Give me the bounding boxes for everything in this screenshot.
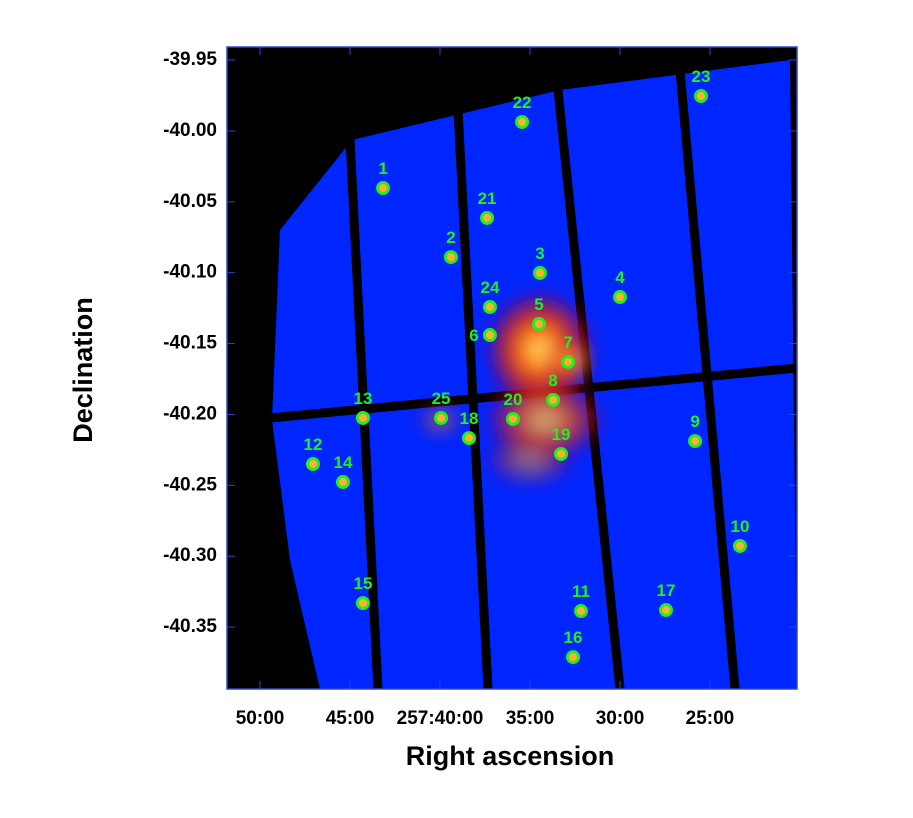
y-tick-label: -40.30 bbox=[163, 545, 217, 566]
source-label: 17 bbox=[657, 581, 676, 600]
source-label: 15 bbox=[354, 574, 373, 593]
source-marker bbox=[515, 114, 530, 129]
source-marker bbox=[561, 354, 576, 369]
source-label: 8 bbox=[548, 371, 557, 390]
y-tick-label: -40.10 bbox=[163, 262, 217, 283]
source-label: 18 bbox=[460, 409, 479, 428]
source-marker bbox=[532, 265, 547, 280]
x-tick-label: 30:00 bbox=[596, 708, 645, 729]
source-label: 11 bbox=[572, 582, 590, 601]
x-axis-label: Right ascension bbox=[406, 741, 615, 771]
source-marker bbox=[305, 457, 320, 472]
sky-image bbox=[227, 47, 797, 689]
source-label: 2 bbox=[446, 228, 455, 247]
source-marker bbox=[462, 431, 477, 446]
y-tick-label: -40.20 bbox=[163, 403, 217, 424]
source-label: 24 bbox=[481, 278, 500, 297]
source-marker bbox=[505, 411, 520, 426]
source-label: 9 bbox=[690, 412, 699, 431]
source-marker bbox=[659, 603, 674, 618]
source-marker bbox=[443, 250, 458, 265]
source-marker bbox=[566, 650, 581, 665]
source-marker bbox=[693, 89, 708, 104]
y-tick-label: -40.25 bbox=[163, 474, 217, 495]
source-label: 23 bbox=[692, 67, 711, 86]
source-label: 1 bbox=[378, 159, 387, 178]
source-marker bbox=[355, 596, 370, 611]
source-marker bbox=[612, 290, 627, 305]
source-marker bbox=[355, 410, 370, 425]
source-label: 20 bbox=[504, 390, 523, 409]
source-marker bbox=[554, 446, 569, 461]
source-label: 12 bbox=[304, 435, 323, 454]
source-label: 3 bbox=[535, 244, 544, 263]
source-label: 13 bbox=[354, 389, 373, 408]
source-marker bbox=[546, 392, 561, 407]
source-label: 19 bbox=[552, 425, 571, 444]
source-marker bbox=[482, 299, 497, 314]
x-tick-label: 45:00 bbox=[326, 708, 375, 729]
x-tick-label: 50:00 bbox=[236, 708, 285, 729]
source-marker bbox=[482, 328, 497, 343]
y-tick-label: -40.00 bbox=[163, 120, 217, 141]
source-marker bbox=[335, 475, 350, 490]
x-tick-label: 25:00 bbox=[686, 708, 735, 729]
source-label: 16 bbox=[564, 628, 583, 647]
y-tick-label: -40.05 bbox=[163, 191, 217, 212]
x-tick-label: 35:00 bbox=[506, 708, 555, 729]
source-label: 6 bbox=[469, 326, 478, 345]
source-label: 14 bbox=[334, 453, 353, 472]
plot-frame bbox=[226, 46, 798, 690]
source-label: 5 bbox=[534, 295, 543, 314]
source-marker bbox=[376, 181, 391, 196]
y-tick-label: -40.35 bbox=[163, 616, 217, 637]
source-marker bbox=[732, 538, 747, 553]
source-marker bbox=[688, 434, 703, 449]
source-label: 21 bbox=[478, 189, 497, 208]
y-tick-label: -40.15 bbox=[163, 333, 217, 354]
source-label: 7 bbox=[563, 333, 572, 352]
x-tick-label: 257:40:00 bbox=[397, 708, 484, 729]
source-marker bbox=[574, 604, 589, 619]
source-label: 25 bbox=[432, 389, 451, 408]
source-label: 10 bbox=[731, 517, 750, 536]
source-marker bbox=[434, 410, 449, 425]
source-label: 22 bbox=[513, 93, 532, 112]
y-axis-label: Declination bbox=[68, 297, 98, 443]
source-marker bbox=[480, 210, 495, 225]
source-label: 4 bbox=[615, 268, 625, 287]
source-marker bbox=[531, 316, 546, 331]
y-tick-label: -39.95 bbox=[163, 49, 217, 70]
